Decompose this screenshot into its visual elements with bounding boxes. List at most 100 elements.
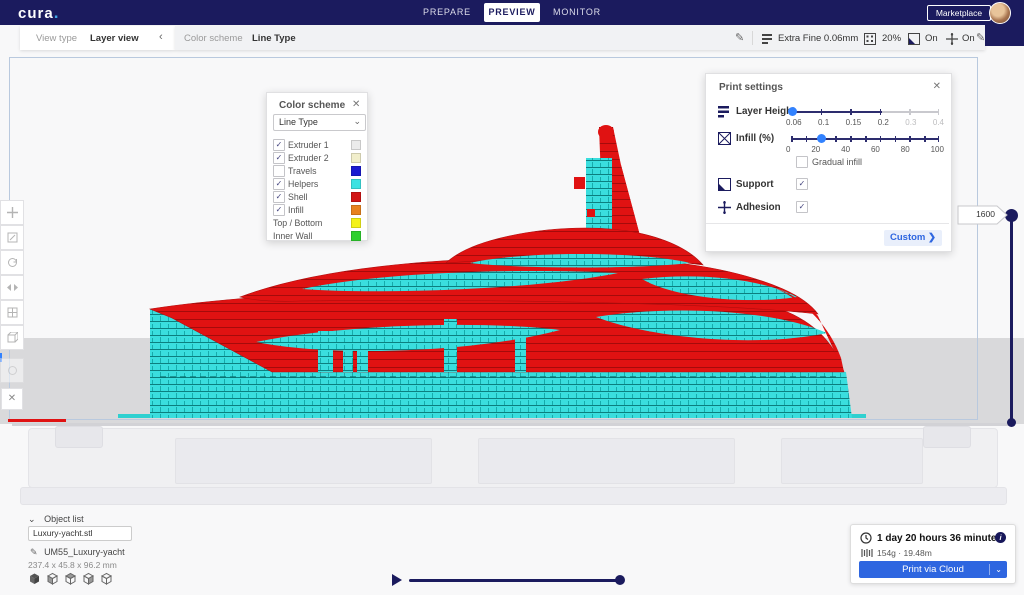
view-type-value: Layer view xyxy=(90,33,139,44)
support-icon xyxy=(718,178,731,191)
cura-logo: cura. xyxy=(18,3,60,22)
close-icon[interactable]: ✕ xyxy=(932,81,941,92)
print-settings-title: Print settings xyxy=(719,82,783,93)
print-via-cloud-button[interactable]: Print via Cloud ⌄ xyxy=(859,561,1007,578)
mirror-tool-button[interactable] xyxy=(0,275,24,300)
simulation-slider-track[interactable] xyxy=(409,579,620,582)
hull xyxy=(150,309,852,418)
move-icon xyxy=(6,207,18,218)
adhesion-checkbox[interactable]: ✓ xyxy=(796,201,808,213)
travels-swatch xyxy=(351,166,361,176)
scale-icon xyxy=(7,232,17,243)
layer-height-icon xyxy=(718,106,729,118)
tool-divider xyxy=(0,353,2,362)
model-name-row[interactable]: ✎ UM55_Luxury-yacht xyxy=(30,547,125,557)
layer-value-tooltip xyxy=(957,205,1008,225)
support-value[interactable]: On xyxy=(925,33,938,44)
infill-icon xyxy=(718,132,731,145)
support-blocker-button[interactable] xyxy=(0,325,24,350)
play-button[interactable] xyxy=(392,574,402,586)
view-left-icon[interactable] xyxy=(82,572,95,585)
build-plate-edge xyxy=(12,423,1008,426)
layer-height-handle[interactable] xyxy=(788,107,797,116)
scale-tool-button[interactable] xyxy=(0,225,24,250)
extruder1-checkbox[interactable]: ✓ xyxy=(273,139,285,151)
tab-preview[interactable]: PREVIEW xyxy=(484,3,540,22)
helpers-swatch xyxy=(351,179,361,189)
move-tool-button[interactable] xyxy=(0,200,24,225)
chevron-left-icon[interactable]: ‹ xyxy=(159,31,163,43)
view-top-icon[interactable] xyxy=(64,572,77,585)
close-icon[interactable]: ✕ xyxy=(352,99,361,110)
layer-slider-end-dot xyxy=(1007,418,1016,427)
material-usage: 154g · 19.48m xyxy=(877,548,932,558)
object-file-input[interactable]: Luxury-yacht.stl xyxy=(28,526,132,541)
layer-slider-track[interactable] xyxy=(1010,216,1013,422)
print-time: 1 day 20 hours 36 minutes xyxy=(877,533,1003,544)
mirror-icon xyxy=(6,284,18,291)
infill-ticks: 0 20 40 60 80 100 xyxy=(786,145,944,154)
extruder2-checkbox[interactable]: ✓ xyxy=(273,152,285,164)
support-blocker-icon xyxy=(7,332,18,343)
pencil-icon: ✎ xyxy=(30,547,38,557)
per-model-settings-icon xyxy=(7,307,17,318)
view-3d-icon[interactable] xyxy=(28,572,41,585)
simulation-slider-handle[interactable] xyxy=(615,575,625,585)
infill-swatch xyxy=(351,205,361,215)
shell-checkbox[interactable]: ✓ xyxy=(273,191,285,203)
shell-swatch xyxy=(351,192,361,202)
color-scheme-panel: Color scheme ✕ Line Type ⌄ ✓ Extruder 1 ✓… xyxy=(266,92,368,241)
close-tool-button[interactable]: ✕ xyxy=(1,388,23,410)
model-dimensions: 237.4 x 45.8 x 96.2 mm xyxy=(28,560,117,570)
profile-value[interactable]: Extra Fine 0.06mm xyxy=(778,33,859,44)
chevron-down-icon: ⌄ xyxy=(353,116,361,126)
infill-checkbox[interactable]: ✓ xyxy=(273,204,285,216)
extruder2-swatch xyxy=(351,153,361,163)
color-scheme-title: Color scheme xyxy=(279,100,346,111)
user-avatar[interactable] xyxy=(989,2,1011,24)
filament-icon xyxy=(861,549,873,557)
layer-value: 1600 xyxy=(976,209,995,219)
inner-wall-swatch xyxy=(351,231,361,241)
marketplace-button[interactable]: Marketplace xyxy=(927,5,991,21)
view-front-icon[interactable] xyxy=(46,572,59,585)
chevron-down-icon: ⌄ xyxy=(28,514,36,524)
pencil-icon[interactable]: ✎ xyxy=(735,32,745,44)
clock-icon xyxy=(860,532,872,544)
adhesion-value[interactable]: On xyxy=(962,33,975,44)
extra-tool-button[interactable] xyxy=(0,358,24,383)
rotate-tool-button[interactable] xyxy=(0,250,24,275)
custom-settings-button[interactable]: Custom ❯ xyxy=(884,230,942,246)
top-bottom-swatch xyxy=(351,218,361,228)
view-right-icon[interactable] xyxy=(100,572,113,585)
chevron-down-icon[interactable]: ⌄ xyxy=(995,565,1002,574)
view-type-selector[interactable] xyxy=(20,26,175,50)
rotate-icon xyxy=(7,258,17,267)
per-model-settings-button[interactable] xyxy=(0,300,24,325)
gradual-infill-checkbox[interactable] xyxy=(796,156,808,168)
adhesion-toggle-icon xyxy=(946,33,958,45)
info-icon[interactable]: i xyxy=(995,532,1006,543)
infill-handle[interactable] xyxy=(817,134,826,143)
object-list-header[interactable]: ⌄ Object list xyxy=(28,514,84,524)
chevron-right-icon: ❯ xyxy=(928,232,936,243)
helpers-checkbox[interactable]: ✓ xyxy=(273,178,285,190)
line-type-dropdown[interactable]: Line Type ⌄ xyxy=(273,114,366,131)
extruder1-swatch xyxy=(351,140,361,150)
layer-slider-handle[interactable] xyxy=(1005,209,1018,222)
support-checkbox[interactable]: ✓ xyxy=(796,178,808,190)
color-scheme-value: Line Type xyxy=(252,33,296,44)
travels-checkbox[interactable] xyxy=(273,165,285,177)
tab-prepare[interactable]: PREPARE xyxy=(423,7,471,17)
tab-monitor[interactable]: MONITOR xyxy=(553,7,601,17)
slice-settings-bar xyxy=(175,26,985,50)
support-toggle-icon xyxy=(908,33,920,45)
infill-density-icon xyxy=(864,33,876,45)
extra-tool-icon xyxy=(7,366,17,375)
layer-height-ticks: 0.06 0.1 0.15 0.2 0.3 0.4 xyxy=(786,118,944,127)
profile-icon xyxy=(762,34,772,44)
infill-value[interactable]: 20% xyxy=(882,33,902,44)
pencil-icon[interactable]: ✎ xyxy=(976,32,986,44)
